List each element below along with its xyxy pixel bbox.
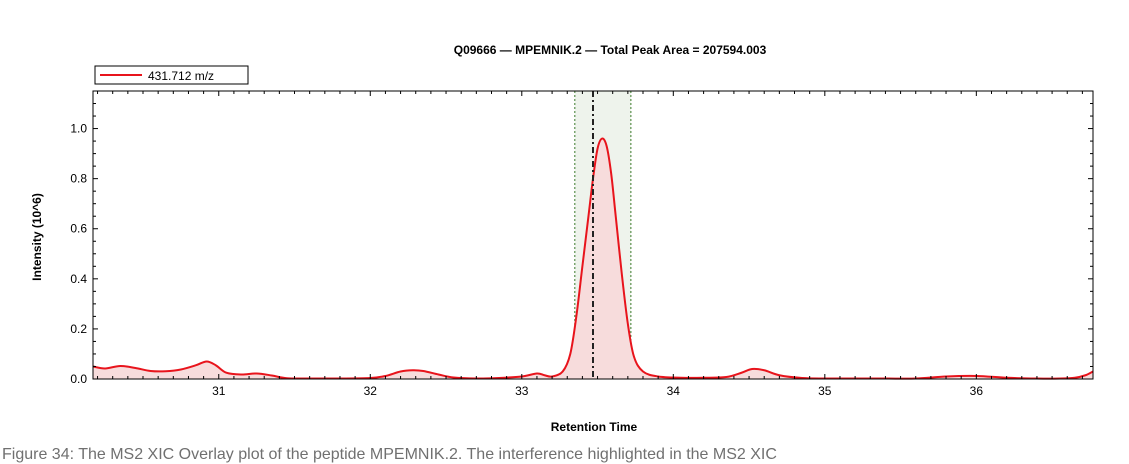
y-tick-label: 0.8 xyxy=(70,172,87,186)
y-tick-label: 0.4 xyxy=(70,272,87,286)
y-tick-label: 0.0 xyxy=(70,372,87,386)
plot-frame xyxy=(92,90,1094,380)
x-tick-label: 36 xyxy=(970,384,984,398)
y-tick-label: 0.6 xyxy=(70,222,87,236)
x-axis-label: Retention Time xyxy=(551,420,638,434)
series-area-0 xyxy=(93,138,1093,379)
axes xyxy=(92,90,1094,380)
y-tick-label: 0.2 xyxy=(70,322,87,336)
figure-caption: Figure 34: The MS2 XIC Overlay plot of t… xyxy=(2,446,777,463)
legend-label: 431.712 m/z xyxy=(148,69,214,83)
x-tick-label: 34 xyxy=(667,384,681,398)
legend: 431.712 m/z xyxy=(94,65,249,85)
chart-title: Q09666 — MPEMNIK.2 — Total Peak Area = 2… xyxy=(454,43,767,57)
legend-box xyxy=(94,65,249,85)
x-tick-label: 33 xyxy=(515,384,529,398)
y-tick-label: 1.0 xyxy=(70,122,87,136)
x-tick-label: 31 xyxy=(212,384,226,398)
x-ticks: 31 32 33 34 35 36 xyxy=(97,91,1083,398)
y-ticks: 0.0 0.2 0.4 0.6 0.8 1.0 xyxy=(70,90,1093,386)
x-tick-label: 35 xyxy=(818,384,832,398)
y-axis-label: Intensity (10^6) xyxy=(30,193,44,281)
x-tick-label: 32 xyxy=(364,384,378,398)
